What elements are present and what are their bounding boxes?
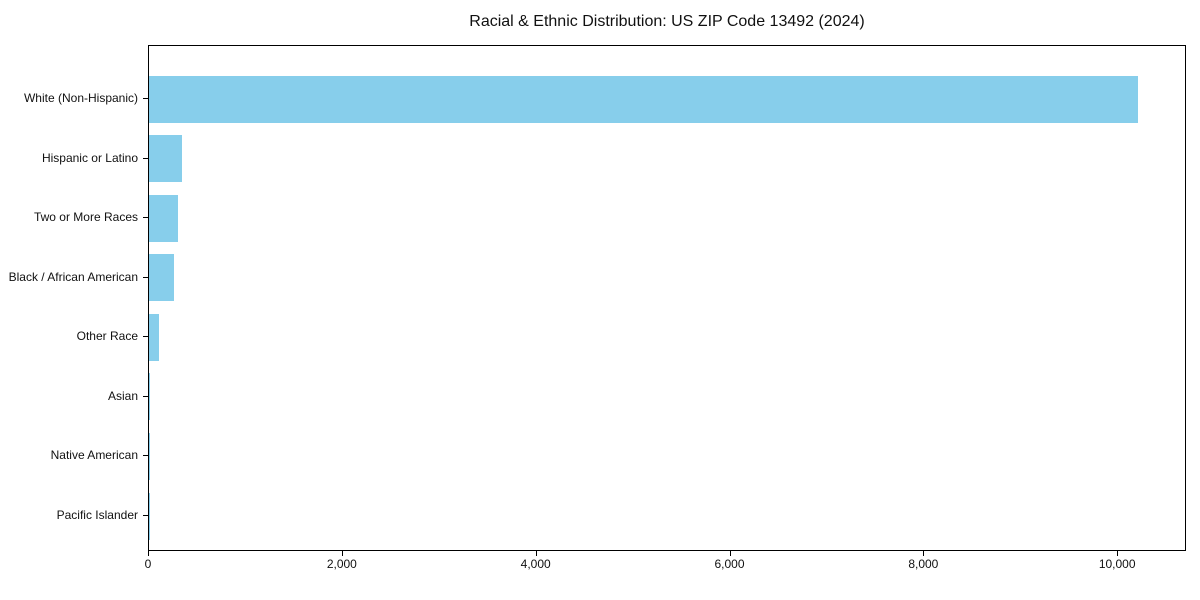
- y-axis-tick: [143, 395, 148, 397]
- bar-other-race: [149, 313, 160, 361]
- y-axis-tick: [143, 336, 148, 338]
- bar-white-non-hispanic: [149, 75, 1138, 123]
- bar-asian: [149, 373, 151, 421]
- y-tick-label: Two or More Races: [33, 210, 138, 225]
- y-axis-tick: [143, 276, 148, 278]
- y-tick-label: White (Non-Hispanic): [23, 91, 138, 105]
- y-axis-tick: [143, 157, 148, 159]
- x-axis-tick: [148, 551, 149, 556]
- x-axis-tick: [729, 551, 731, 556]
- y-tick-label: Other Race: [76, 329, 138, 344]
- bar-two-or-more-races: [149, 194, 179, 242]
- x-axis-tick: [1117, 551, 1119, 556]
- y-tick-label: Pacific Islander: [56, 508, 138, 522]
- x-tick-label: 6,000: [714, 557, 745, 571]
- x-tick-label: 2,000: [326, 557, 357, 571]
- bar-hispanic-or-latino: [149, 135, 182, 183]
- x-axis-tick: [341, 551, 343, 556]
- x-tick-label: 4,000: [520, 557, 551, 571]
- x-tick-label: 10,000: [1098, 557, 1136, 571]
- x-axis-tick: [535, 551, 537, 556]
- x-tick-label: 8,000: [908, 557, 939, 571]
- y-axis-tick: [143, 98, 148, 99]
- bar-black-african-american: [149, 254, 175, 302]
- y-axis-tick: [143, 515, 148, 516]
- y-tick-label: Black / African American: [8, 269, 138, 284]
- y-axis-tick: [143, 455, 148, 457]
- y-tick-label: Native American: [50, 448, 138, 463]
- chart-title: Racial & Ethnic Distribution: US ZIP Cod…: [469, 13, 865, 30]
- plot-area: [148, 45, 1186, 551]
- y-axis-tick: [143, 217, 148, 219]
- x-axis-tick: [923, 551, 925, 556]
- y-tick-label: Asian: [107, 388, 138, 403]
- y-tick-label: Hispanic or Latino: [41, 150, 138, 165]
- x-tick-label: 0: [144, 557, 152, 571]
